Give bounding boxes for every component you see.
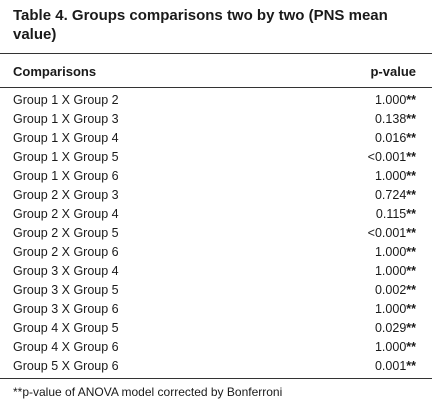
table-footnote: **p-value of ANOVA model corrected by Bo… bbox=[13, 385, 283, 399]
header-p-value: p-value bbox=[370, 64, 416, 79]
table-row: Group 4 X Group 6 1.000** bbox=[0, 338, 432, 357]
p-value-cell: 0.002** bbox=[375, 281, 416, 300]
p-value-cell: 1.000** bbox=[375, 167, 416, 186]
p-value-cell: 1.000** bbox=[375, 243, 416, 262]
p-value-number: 0.029 bbox=[374, 321, 407, 335]
table-row: Group 4 X Group 5 0.029** bbox=[0, 319, 432, 338]
table-title: Table 4. Groups comparisons two by two (… bbox=[13, 7, 388, 43]
p-value-number: 1.000 bbox=[374, 302, 407, 316]
p-value-number: 1.000 bbox=[374, 169, 407, 183]
p-value-cell: 0.724** bbox=[375, 186, 416, 205]
p-value-cell: 1.000** bbox=[375, 300, 416, 319]
p-value-number: 0.016 bbox=[374, 131, 407, 145]
table-row: Group 1 X Group 2 1.000** bbox=[0, 91, 432, 110]
significance-marker: ** bbox=[406, 131, 416, 145]
significance-marker: ** bbox=[406, 302, 416, 316]
comparison-cell: Group 4 X Group 5 bbox=[13, 321, 119, 335]
header-comparisons: Comparisons bbox=[13, 64, 97, 79]
comparison-cell: Group 1 X Group 2 bbox=[13, 93, 119, 107]
bottom-rule bbox=[0, 378, 432, 379]
table-row: Group 1 X Group 6 1.000** bbox=[0, 167, 432, 186]
comparison-cell: Group 1 X Group 6 bbox=[13, 169, 119, 183]
p-value-cell: 0.001** bbox=[375, 357, 416, 376]
p-value-number: 0.724 bbox=[374, 188, 407, 202]
p-value-number: <0.001 bbox=[367, 226, 407, 240]
p-value-cell: 1.000** bbox=[375, 338, 416, 357]
significance-marker: ** bbox=[406, 150, 416, 164]
significance-marker: ** bbox=[406, 226, 416, 240]
p-value-cell: 1.000** bbox=[375, 262, 416, 281]
comparison-cell: Group 2 X Group 4 bbox=[13, 207, 119, 221]
table-row: Group 3 X Group 6 1.000** bbox=[0, 300, 432, 319]
table-row: Group 2 X Group 6 1.000** bbox=[0, 243, 432, 262]
table-row: Group 3 X Group 4 1.000** bbox=[0, 262, 432, 281]
table-row: Group 5 X Group 6 0.001** bbox=[0, 357, 432, 376]
top-rule bbox=[0, 53, 432, 54]
table-row: Group 1 X Group 4 0.016** bbox=[0, 129, 432, 148]
comparison-cell: Group 2 X Group 5 bbox=[13, 226, 119, 240]
p-value-cell: 0.115** bbox=[376, 205, 416, 224]
p-value-cell: 1.000** bbox=[375, 91, 416, 110]
comparison-cell: Group 3 X Group 4 bbox=[13, 264, 119, 278]
comparison-cell: Group 2 X Group 3 bbox=[13, 188, 119, 202]
p-value-number: 0.001 bbox=[374, 359, 407, 373]
table-row: Group 2 X Group 4 0.115** bbox=[0, 205, 432, 224]
header-rule bbox=[0, 87, 432, 88]
p-value-number: 1.000 bbox=[374, 245, 407, 259]
significance-marker: ** bbox=[406, 112, 416, 126]
significance-marker: ** bbox=[406, 188, 416, 202]
significance-marker: ** bbox=[406, 169, 416, 183]
p-value-cell: <0.001** bbox=[368, 148, 416, 167]
significance-marker: ** bbox=[406, 245, 416, 259]
p-value-number: 1.000 bbox=[374, 93, 407, 107]
comparison-cell: Group 3 X Group 6 bbox=[13, 302, 119, 316]
p-value-number: 1.000 bbox=[374, 264, 407, 278]
comparison-cell: Group 1 X Group 3 bbox=[13, 112, 119, 126]
table-row: Group 1 X Group 5 <0.001** bbox=[0, 148, 432, 167]
p-value-number: 0.138 bbox=[374, 112, 407, 126]
significance-marker: ** bbox=[406, 321, 416, 335]
table-row: Group 2 X Group 5 <0.001** bbox=[0, 224, 432, 243]
p-value-cell: <0.001** bbox=[368, 224, 416, 243]
significance-marker: ** bbox=[406, 283, 416, 297]
table-row: Group 2 X Group 3 0.724** bbox=[0, 186, 432, 205]
table-header-row: Comparisons p-value bbox=[0, 63, 432, 81]
significance-marker: ** bbox=[406, 340, 416, 354]
significance-marker: ** bbox=[406, 93, 416, 107]
p-value-cell: 0.016** bbox=[375, 129, 416, 148]
p-value-cell: 0.029** bbox=[375, 319, 416, 338]
table-row: Group 1 X Group 3 0.138** bbox=[0, 110, 432, 129]
p-value-number: 0.115 bbox=[375, 207, 407, 221]
significance-marker: ** bbox=[406, 207, 416, 221]
comparison-cell: Group 1 X Group 4 bbox=[13, 131, 119, 145]
significance-marker: ** bbox=[406, 359, 416, 373]
p-value-number: <0.001 bbox=[367, 150, 407, 164]
p-value-number: 1.000 bbox=[374, 340, 407, 354]
p-value-cell: 0.138** bbox=[375, 110, 416, 129]
comparison-cell: Group 5 X Group 6 bbox=[13, 359, 119, 373]
comparison-cell: Group 1 X Group 5 bbox=[13, 150, 119, 164]
comparison-cell: Group 2 X Group 6 bbox=[13, 245, 119, 259]
comparison-cell: Group 4 X Group 6 bbox=[13, 340, 119, 354]
significance-marker: ** bbox=[406, 264, 416, 278]
p-value-number: 0.002 bbox=[374, 283, 407, 297]
table-row: Group 3 X Group 5 0.002** bbox=[0, 281, 432, 300]
comparison-cell: Group 3 X Group 5 bbox=[13, 283, 119, 297]
table-body: Group 1 X Group 2 1.000** Group 1 X Group … bbox=[0, 91, 432, 376]
